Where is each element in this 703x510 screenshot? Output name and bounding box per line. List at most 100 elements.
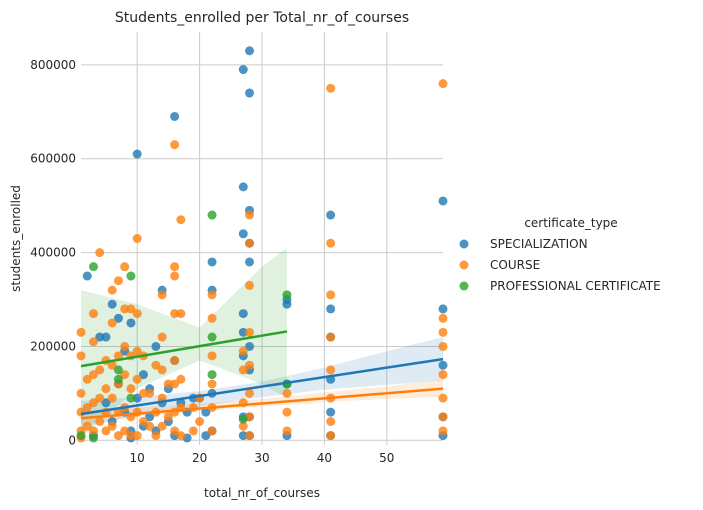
x-tick-label: 50 [379, 451, 394, 465]
professional-certificate-point [126, 271, 136, 281]
course-point [207, 426, 217, 436]
course-point [132, 407, 142, 417]
course-point [95, 393, 105, 403]
course-point [238, 365, 248, 375]
course-point [151, 431, 161, 441]
course-point [126, 431, 136, 441]
course-point [138, 417, 148, 427]
course-point [176, 431, 186, 441]
specialization-point [282, 299, 292, 309]
specialization-point [101, 398, 111, 408]
specialization-point [132, 393, 142, 403]
course-point [120, 370, 130, 380]
course-point [163, 379, 173, 389]
specialization-point [201, 407, 211, 417]
specialization-point [238, 309, 248, 319]
course-point [245, 238, 255, 248]
y-tick-label: 600000 [30, 152, 76, 166]
course-point [326, 332, 336, 342]
course-point [438, 370, 448, 380]
x-tick-label: 10 [130, 451, 145, 465]
course-point [145, 388, 155, 398]
course-point [438, 327, 448, 337]
course-point [207, 379, 217, 389]
course-point [188, 402, 198, 412]
course-point [326, 431, 336, 441]
course-point [245, 431, 255, 441]
professional-certificate-point [207, 370, 217, 380]
y-axis-label: students_enrolled [9, 185, 23, 292]
specialization-point [238, 229, 248, 239]
course-point [157, 421, 167, 431]
professional-certificate-point [238, 414, 248, 424]
specialization-point [326, 407, 336, 417]
specialization-point [113, 313, 123, 323]
legend-marker [459, 239, 469, 249]
specialization-point [245, 341, 255, 351]
course-point [88, 426, 98, 436]
professional-certificate-point [113, 365, 123, 375]
course-point [157, 365, 167, 375]
legend-title: certificate_type [524, 216, 617, 230]
course-point [95, 417, 105, 427]
course-point [95, 248, 105, 258]
legend-entry-label: SPECIALIZATION [490, 237, 588, 251]
course-point [126, 384, 136, 394]
specialization-point [132, 149, 142, 159]
professional-certificate-point [76, 431, 86, 441]
specialization-point [238, 327, 248, 337]
course-point [107, 421, 117, 431]
course-point [245, 280, 255, 290]
course-point [326, 238, 336, 248]
course-point [438, 426, 448, 436]
course-point [282, 388, 292, 398]
specialization-point [438, 304, 448, 314]
course-point [176, 374, 186, 384]
course-point [282, 407, 292, 417]
course-point [438, 341, 448, 351]
course-point [120, 304, 130, 314]
course-point [170, 356, 180, 366]
legend-marker [459, 281, 469, 291]
course-point [195, 417, 205, 427]
course-point [326, 365, 336, 375]
specialization-point [151, 341, 161, 351]
specialization-point [101, 332, 111, 342]
professional-certificate-point [282, 290, 292, 300]
course-point [132, 346, 142, 356]
course-point [113, 351, 123, 361]
course-point [145, 421, 155, 431]
course-point [76, 327, 86, 337]
specialization-point [201, 431, 211, 441]
course-point [326, 417, 336, 427]
chart-title: Students_enrolled per Total_nr_of_course… [115, 10, 409, 26]
course-point [82, 421, 92, 431]
course-point [88, 337, 98, 347]
course-point [132, 374, 142, 384]
course-point [126, 304, 136, 314]
course-point [132, 431, 142, 441]
grid [81, 32, 443, 445]
course-point [132, 234, 142, 243]
course-point [176, 309, 186, 319]
course-point [157, 332, 167, 342]
x-tick-label: 40 [317, 451, 332, 465]
course-point [107, 360, 117, 370]
course-point [138, 388, 148, 398]
specialization-point [245, 257, 255, 267]
course-point [113, 431, 123, 441]
course-point [245, 360, 255, 370]
specialization-point [326, 304, 336, 314]
course-point [95, 365, 105, 375]
course-point [176, 215, 186, 225]
course-point [101, 384, 111, 394]
course-point [170, 426, 180, 436]
professional-certificate-point [88, 433, 98, 443]
x-axis-label: total_nr_of_courses [204, 486, 320, 500]
course-point [438, 313, 448, 323]
professional-certificate-point [88, 262, 98, 272]
course-point [207, 313, 217, 323]
professional-certificate-fit-line [80, 330, 288, 368]
course-point [88, 398, 98, 408]
course-point [438, 412, 448, 422]
